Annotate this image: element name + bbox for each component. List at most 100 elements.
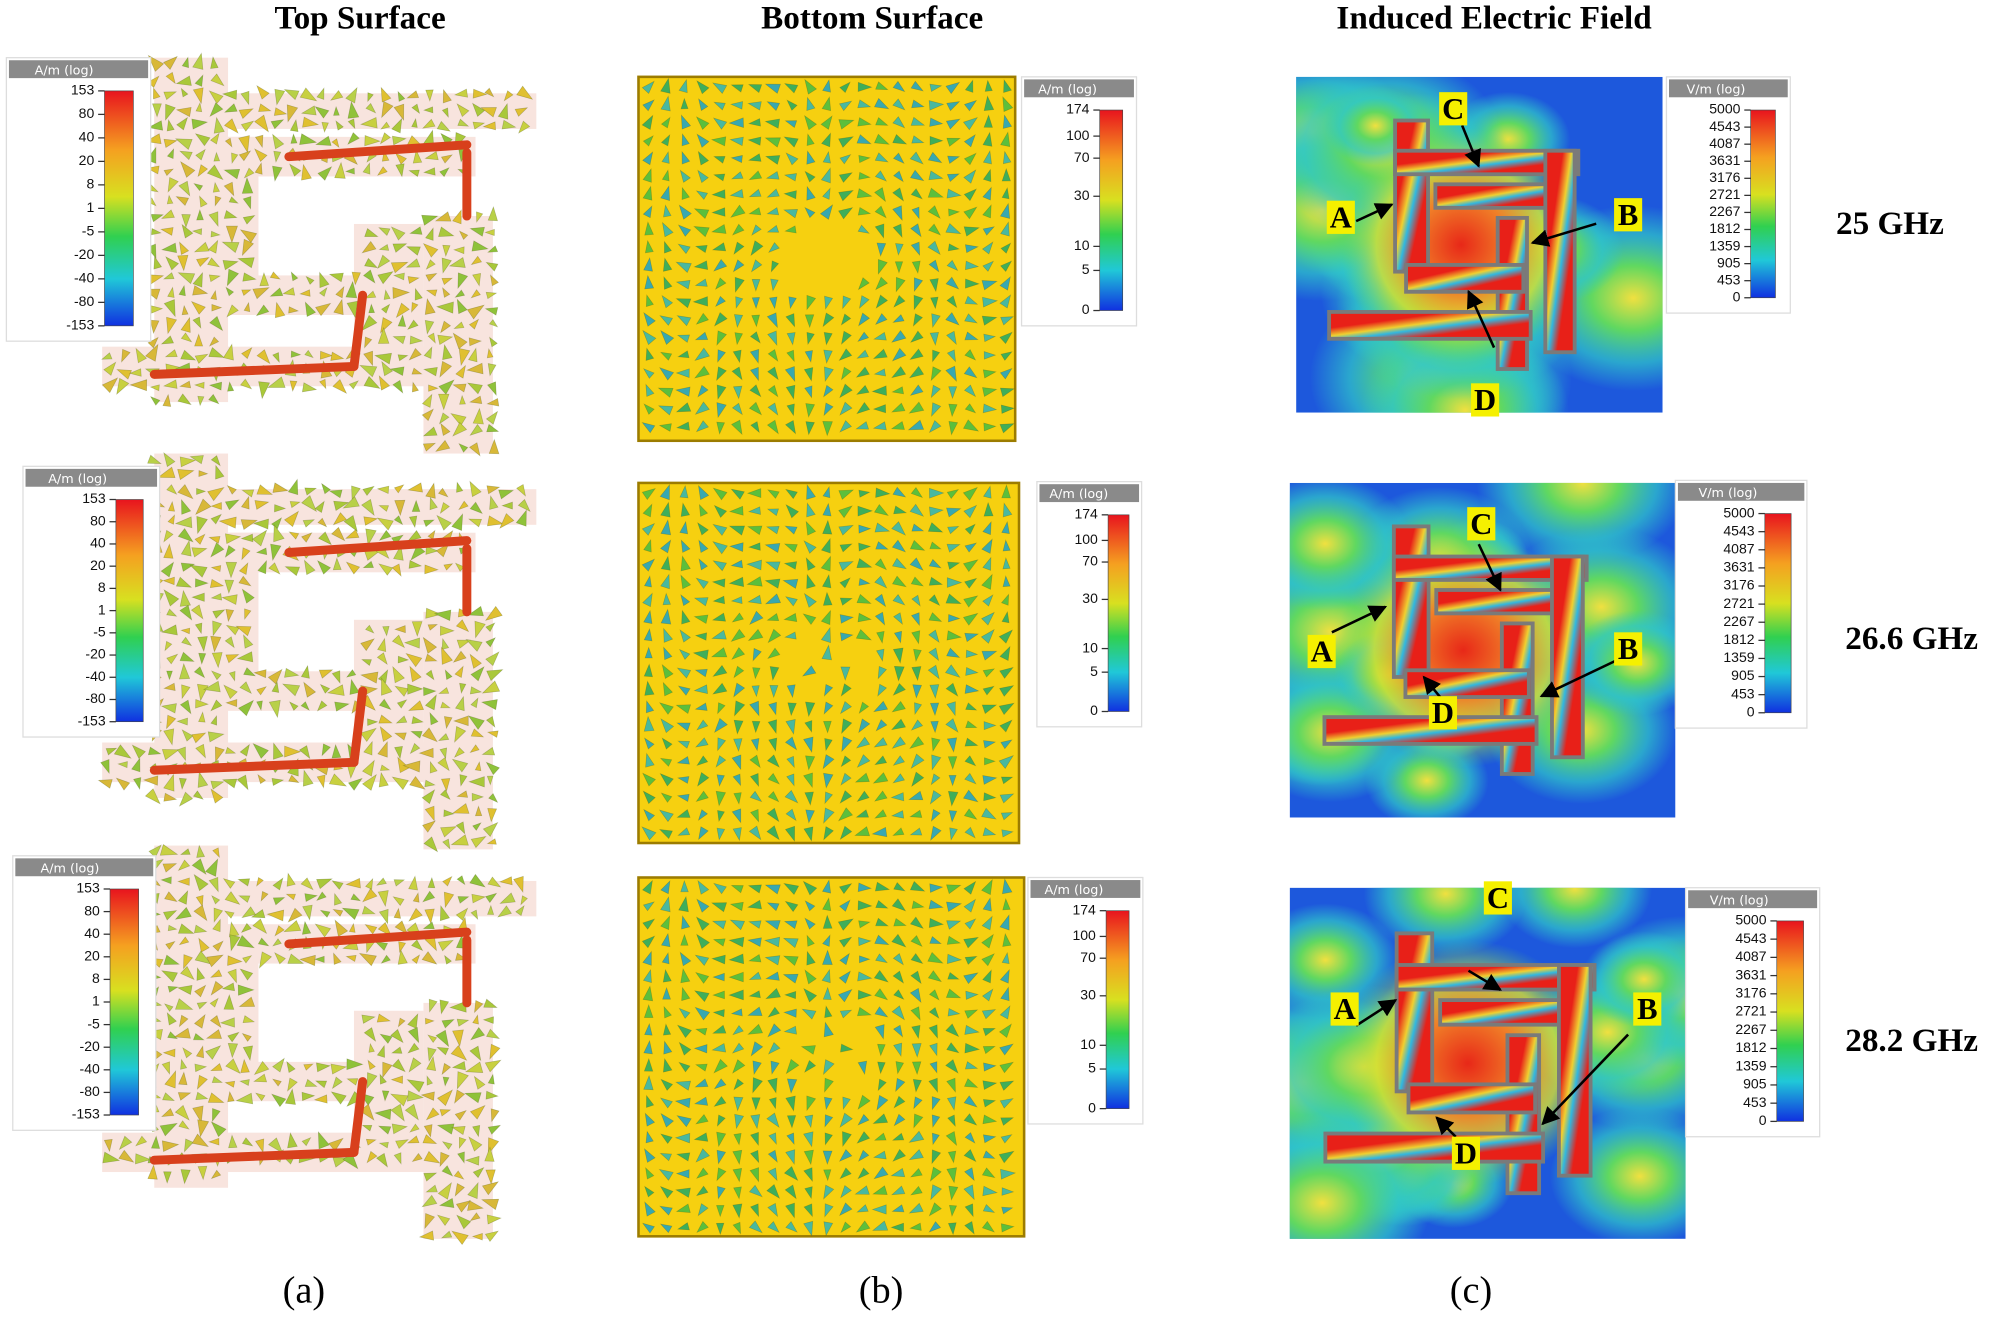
- current-arrow: [946, 920, 962, 930]
- current-arrow: [748, 920, 762, 929]
- current-arrow: [839, 790, 853, 804]
- current-arrow: [467, 605, 484, 617]
- colorbar-tick-label: 70: [1074, 149, 1090, 165]
- colorbar-tick-label: 80: [79, 105, 95, 121]
- current-arrow: [716, 1205, 725, 1218]
- current-arrow: [518, 120, 531, 134]
- current-arrow: [786, 684, 796, 699]
- current-arrow: [222, 343, 234, 361]
- current-arrow: [163, 773, 175, 792]
- current-arrow: [272, 938, 282, 947]
- current-arrow: [301, 1136, 312, 1147]
- current-arrow: [747, 594, 762, 605]
- current-arrow: [857, 971, 873, 982]
- current-arrow: [421, 408, 434, 422]
- colorbar-tick-label: 100: [1066, 127, 1090, 143]
- current-arrow: [206, 164, 224, 181]
- current-arrow: [909, 348, 924, 360]
- current-arrow: [131, 757, 141, 773]
- current-arrow: [365, 1138, 377, 1146]
- current-arrow: [783, 883, 800, 896]
- colorbar-tick-label: 905: [1731, 667, 1755, 683]
- current-arrow: [872, 1185, 888, 1195]
- current-arrow: [964, 79, 974, 93]
- current-arrow: [313, 1094, 328, 1104]
- current-arrow: [240, 90, 250, 106]
- current-arrow: [314, 923, 332, 938]
- current-arrow: [208, 381, 223, 391]
- pointer-arrow: [1467, 289, 1496, 349]
- current-arrow: [411, 1152, 423, 1163]
- current-arrow: [824, 295, 834, 310]
- current-arrow: [470, 728, 485, 738]
- current-arrow: [175, 576, 193, 588]
- current-arrow: [210, 455, 221, 467]
- current-arrow: [319, 378, 327, 390]
- current-arrow: [189, 564, 208, 578]
- current-arrow: [842, 1096, 851, 1110]
- current-arrow: [999, 1098, 1014, 1109]
- current-arrow: [764, 561, 781, 572]
- current-arrow: [931, 1096, 941, 1111]
- current-arrow: [909, 557, 924, 571]
- current-arrow: [196, 967, 206, 981]
- current-arrow: [174, 138, 193, 151]
- current-arrow: [823, 384, 834, 398]
- current-arrow: [930, 296, 939, 310]
- current-arrow: [893, 612, 903, 625]
- colorbar-tick-label: 30: [1074, 187, 1090, 203]
- current-arrow: [764, 920, 781, 931]
- current-arrow: [486, 398, 500, 407]
- current-arrow: [193, 904, 208, 922]
- current-arrow: [162, 910, 178, 921]
- current-arrow: [390, 261, 409, 274]
- current-arrow: [194, 353, 209, 364]
- current-arrow: [730, 885, 744, 894]
- current-arrow: [397, 655, 410, 664]
- current-arrow: [965, 260, 980, 271]
- colorbar-tick-label: 80: [90, 512, 106, 528]
- current-arrow: [389, 366, 405, 377]
- current-arrow: [411, 367, 423, 375]
- current-arrow: [208, 274, 221, 283]
- current-arrow: [946, 701, 956, 717]
- current-arrow: [767, 628, 782, 644]
- current-arrow: [838, 136, 854, 148]
- current-arrow: [785, 504, 800, 519]
- current-arrow: [928, 1221, 942, 1233]
- current-arrow: [711, 189, 726, 199]
- current-arrow: [785, 1220, 798, 1233]
- current-arrow: [928, 629, 940, 644]
- resonator-arm: [1543, 148, 1577, 355]
- current-arrow: [804, 206, 816, 219]
- current-arrow: [806, 573, 816, 589]
- current-arrow: [804, 791, 814, 806]
- current-arrow: [467, 1200, 484, 1211]
- current-arrow: [928, 612, 943, 622]
- current-arrow: [803, 987, 818, 1003]
- current-arrow: [857, 81, 873, 92]
- current-arrow: [241, 547, 251, 561]
- current-arrow: [927, 205, 941, 219]
- current-arrow: [873, 331, 887, 341]
- current-arrow: [747, 153, 762, 162]
- current-arrow: [786, 1078, 798, 1094]
- current-arrow: [677, 740, 691, 749]
- current-arrow: [152, 103, 162, 118]
- current-arrow: [695, 1113, 709, 1125]
- current-arrow: [963, 1184, 975, 1201]
- current-arrow: [964, 826, 976, 839]
- current-arrow: [695, 420, 709, 433]
- current-arrow: [175, 106, 192, 118]
- current-arrow: [747, 628, 764, 641]
- current-arrow: [806, 150, 816, 165]
- current-arrow: [345, 955, 357, 963]
- current-arrow: [948, 403, 958, 418]
- current-arrow: [121, 348, 131, 363]
- current-arrow: [178, 284, 186, 297]
- current-arrow: [946, 647, 961, 658]
- current-arrow: [344, 167, 355, 175]
- current-arrow: [472, 88, 488, 99]
- current-arrow: [425, 259, 436, 270]
- colorbar-tick-label: 2721: [1709, 186, 1740, 202]
